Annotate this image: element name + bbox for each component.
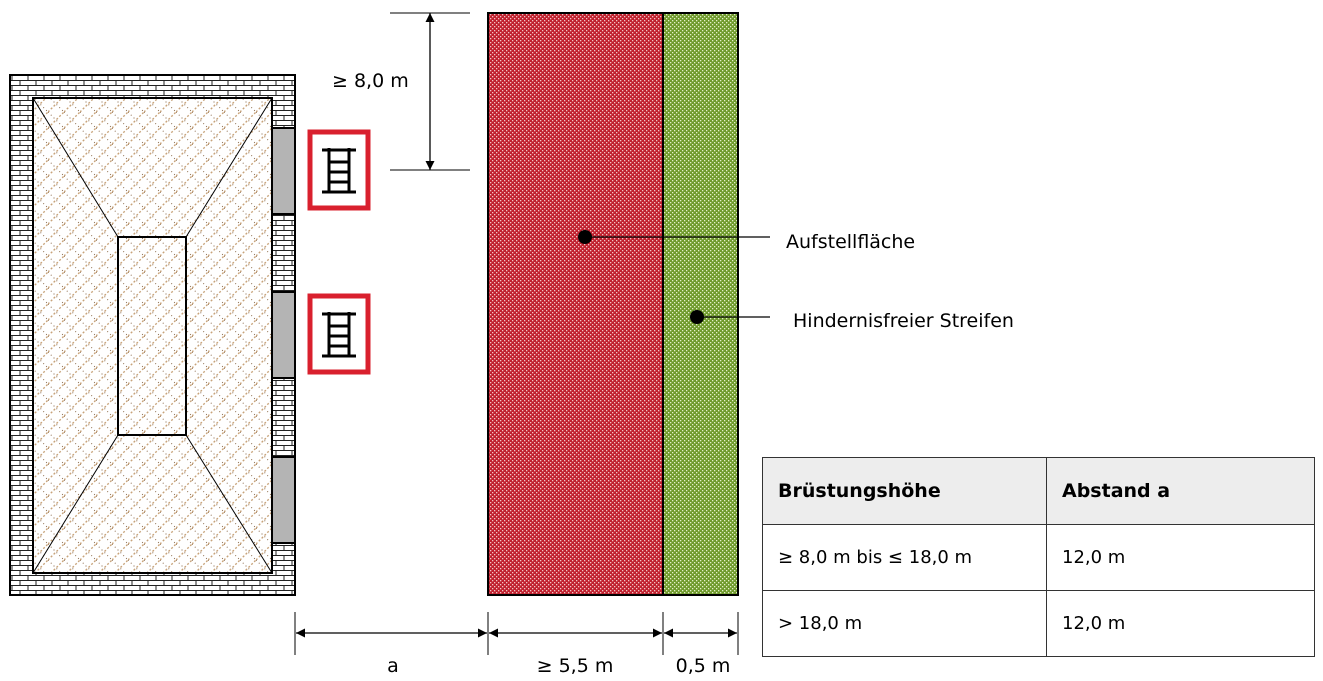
window <box>271 291 296 379</box>
hindernisfrei-callout: Hindernisfreier Streifen <box>690 310 1014 332</box>
roof-ridge-line <box>185 434 273 574</box>
distance-table: Brüstungshöhe Abstand a ≥ 8,0 m bis ≤ 18… <box>762 457 1315 657</box>
roof-ridge-line <box>32 97 119 238</box>
bottom-dimensions: a ≥ 5,5 m 0,5 m <box>294 612 739 677</box>
hindernisfreier-streifen-area <box>662 12 739 596</box>
window <box>271 127 296 215</box>
top-distance-dimension: ≥ 8,0 m <box>332 12 470 171</box>
building <box>9 74 296 596</box>
aufstellflaeche-area <box>487 12 664 596</box>
table-header-row: Brüstungshöhe Abstand a <box>762 457 1315 525</box>
width-strip-label: 0,5 m <box>676 655 731 677</box>
aufstellflaeche-label: Aufstellfläche <box>786 231 915 253</box>
distance-a-label: a <box>387 655 399 677</box>
table-cell: 12,0 m <box>1046 590 1315 657</box>
table-row: ≥ 8,0 m bis ≤ 18,0 m 12,0 m <box>762 524 1315 591</box>
hindernisfrei-label: Hindernisfreier Streifen <box>793 310 1014 332</box>
table-cell: 12,0 m <box>1046 524 1315 591</box>
column-header-abstand: Abstand a <box>1046 457 1315 525</box>
table-cell: > 18,0 m <box>762 590 1047 657</box>
column-header-bruestungshoehe: Brüstungshöhe <box>762 457 1047 525</box>
window <box>271 456 296 544</box>
aufstellflaeche-callout: Aufstellfläche <box>578 230 915 253</box>
roof-top <box>117 236 187 436</box>
table-row: > 18,0 m 12,0 m <box>762 590 1315 657</box>
ladder-icon <box>307 293 371 375</box>
width-area-label: ≥ 5,5 m <box>537 655 614 677</box>
top-distance-label: ≥ 8,0 m <box>332 70 409 92</box>
ladder-icon <box>307 129 371 211</box>
roof-ridge-line <box>32 434 119 574</box>
roof-ridge-line <box>185 97 273 238</box>
table-cell: ≥ 8,0 m bis ≤ 18,0 m <box>762 524 1047 591</box>
